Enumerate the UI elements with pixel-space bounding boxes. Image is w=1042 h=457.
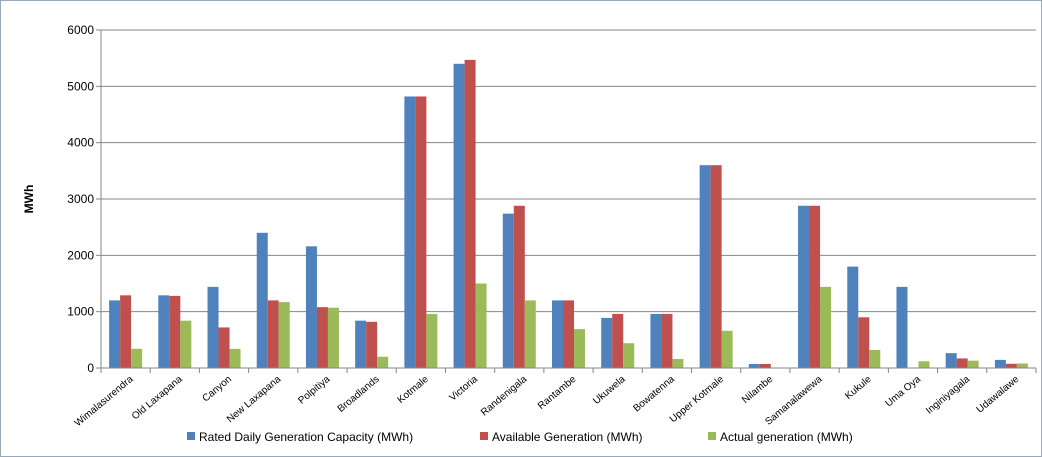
bar (956, 358, 968, 368)
legend-label: Actual generation (MWh) (720, 430, 853, 444)
bar (229, 348, 241, 368)
bar (404, 96, 416, 369)
y-tick-label: 0 (87, 361, 94, 375)
bar (366, 321, 378, 368)
y-tick-label: 2000 (67, 248, 94, 262)
bar (120, 295, 132, 368)
bar (256, 232, 268, 368)
bar (426, 313, 438, 368)
bar (945, 353, 957, 368)
bar (464, 59, 476, 369)
x-tick-label: Udawalawe (975, 374, 1022, 416)
legend: Rated Daily Generation Capacity (MWh) Ava… (187, 430, 853, 444)
bar (798, 205, 810, 368)
bar (475, 283, 487, 368)
bar (699, 165, 711, 368)
bar (524, 300, 536, 368)
x-tick-label: New Laxapana (225, 374, 284, 426)
bar (612, 313, 624, 368)
bar (869, 349, 881, 368)
x-tick-label: Bowatenna (631, 374, 677, 415)
bar (169, 295, 181, 368)
x-tick-label: Wimalasurendra (73, 374, 136, 430)
bar (710, 165, 722, 368)
y-tick-label: 3000 (67, 192, 94, 206)
x-tick-label: Rantambe (536, 374, 579, 412)
bar (513, 205, 525, 368)
x-tick-label: Broadlands (336, 374, 382, 415)
legend-swatch (187, 432, 195, 440)
y-tick-labels: 0 1000 2000 3000 4000 5000 6000 (67, 23, 94, 375)
bar (858, 317, 870, 368)
bar (967, 360, 979, 368)
bars (109, 59, 1028, 369)
bar (650, 313, 662, 368)
bar (305, 246, 317, 368)
legend-swatch (708, 432, 716, 440)
legend-swatch (480, 432, 488, 440)
bar (748, 363, 760, 368)
x-tick-label: Kotmale (396, 374, 432, 406)
bar (267, 300, 279, 368)
bar (207, 286, 219, 368)
bar (355, 320, 367, 368)
x-tick-label: Kukule (843, 374, 874, 402)
bar (759, 363, 771, 368)
legend-label: Rated Daily Generation Capacity (MWh) (199, 430, 413, 444)
bar (1005, 363, 1017, 368)
bar (278, 302, 290, 368)
bar (672, 358, 684, 368)
bar (327, 307, 339, 368)
x-tick-label: Old Laxapana (130, 374, 185, 423)
bar (820, 286, 832, 368)
axes (96, 29, 1037, 373)
bar (918, 361, 930, 368)
bar (721, 330, 733, 368)
gridlines (101, 29, 1036, 313)
x-tick-label: Randenigala (479, 374, 529, 419)
x-tick-label: Nilambe (740, 374, 776, 406)
bar (574, 329, 585, 368)
bar (453, 63, 465, 369)
bar (661, 313, 673, 368)
x-tick-label: Polpitiya (296, 374, 332, 407)
bar (601, 317, 613, 368)
bar (316, 307, 328, 368)
bar (552, 300, 563, 368)
x-tick-label: Ukuwela (591, 374, 628, 407)
bar (180, 320, 192, 368)
y-tick-label: 4000 (67, 136, 94, 150)
x-tick-label: Victoria (448, 374, 481, 404)
legend-label: Available Generation (MWh) (492, 430, 643, 444)
x-tick-label: Uma Oya (883, 374, 923, 410)
x-tick-label: Upper Kotmale (668, 374, 727, 426)
bar (896, 286, 908, 368)
bar (847, 266, 859, 368)
bar (994, 359, 1006, 368)
bar (623, 343, 635, 368)
y-tick-label: 5000 (67, 79, 94, 93)
y-tick-label: 1000 (67, 305, 94, 319)
bar (415, 96, 427, 369)
bar (218, 327, 230, 368)
bar (377, 356, 389, 368)
x-tick-label: Canyon (200, 374, 233, 405)
x-tick-label: Inginiyagala (924, 374, 972, 417)
bar (158, 295, 170, 368)
bar (1016, 363, 1028, 368)
y-tick-label: 6000 (67, 23, 94, 37)
bar (131, 348, 143, 368)
bar (563, 300, 574, 368)
bar (809, 205, 821, 368)
bar (109, 300, 121, 368)
y-axis-label: MWh (22, 185, 36, 214)
bar (502, 213, 514, 368)
